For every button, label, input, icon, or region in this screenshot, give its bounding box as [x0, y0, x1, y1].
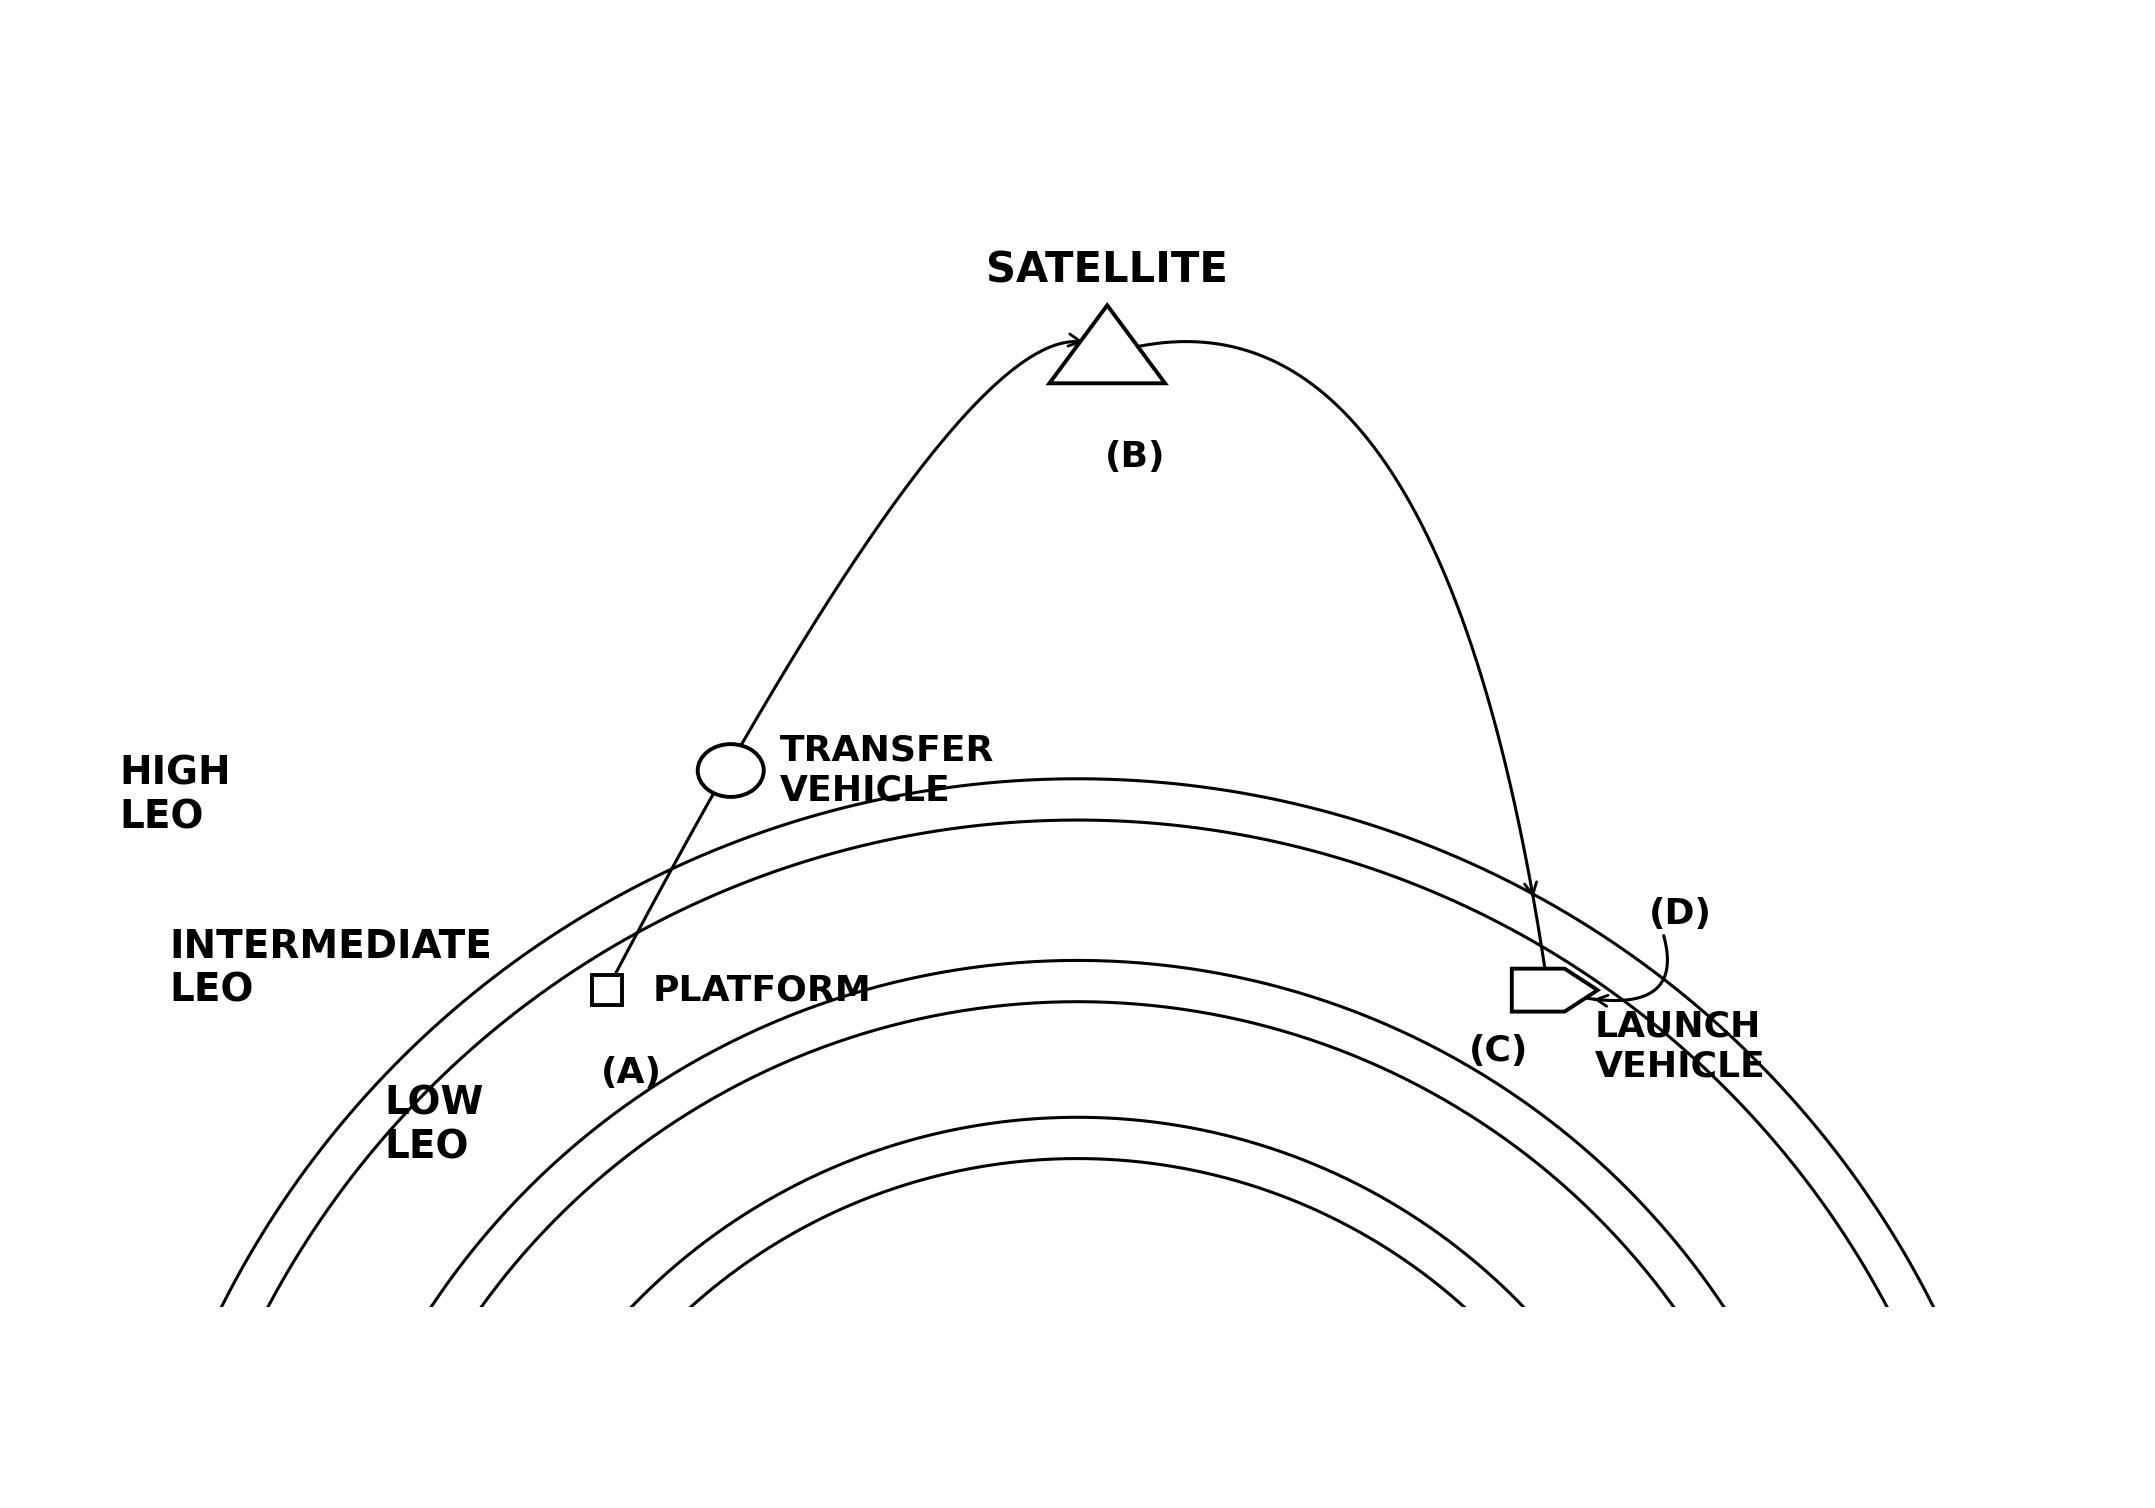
Polygon shape [1049, 305, 1166, 383]
Ellipse shape [698, 743, 763, 796]
Text: INTERMEDIATE
LEO: INTERMEDIATE LEO [170, 927, 491, 1010]
Text: TRANSFER
VEHICLE: TRANSFER VEHICLE [780, 734, 996, 807]
Bar [593, 976, 623, 1004]
Text: (D): (D) [1649, 897, 1711, 930]
Text: LOW
LEO: LOW LEO [384, 1084, 483, 1167]
Text: SATELLITE: SATELLITE [987, 250, 1228, 291]
Text: HIGH
LEO: HIGH LEO [121, 754, 231, 837]
Polygon shape [1513, 968, 1597, 1012]
Text: (B): (B) [1106, 440, 1166, 474]
Text: LAUNCH
VEHICLE: LAUNCH VEHICLE [1595, 1010, 1765, 1083]
Text: (C): (C) [1470, 1034, 1528, 1068]
Text: (A): (A) [601, 1056, 662, 1090]
Text: PLATFORM: PLATFORM [653, 973, 873, 1007]
